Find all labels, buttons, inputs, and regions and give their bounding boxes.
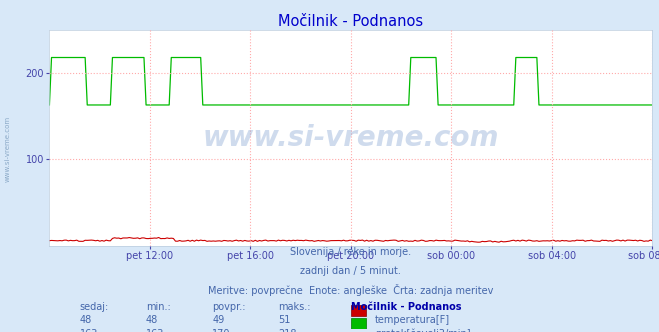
Bar: [351, 318, 366, 329]
Text: Slovenija / reke in morje.: Slovenija / reke in morje.: [291, 247, 411, 257]
Text: 49: 49: [212, 315, 225, 325]
Text: povpr.:: povpr.:: [212, 302, 246, 312]
Title: Močilnik - Podnanos: Močilnik - Podnanos: [278, 14, 424, 29]
Text: 170: 170: [212, 329, 231, 332]
Bar: [351, 305, 366, 316]
Text: 218: 218: [279, 329, 297, 332]
Text: www.si-vreme.com: www.si-vreme.com: [203, 124, 499, 152]
Text: pretok[čevelj3/min]: pretok[čevelj3/min]: [375, 329, 471, 332]
Text: 163: 163: [146, 329, 164, 332]
Text: Močilnik - Podnanos: Močilnik - Podnanos: [351, 302, 461, 312]
Text: min.:: min.:: [146, 302, 171, 312]
Text: Meritve: povprečne  Enote: angleške  Črta: zadnja meritev: Meritve: povprečne Enote: angleške Črta:…: [208, 284, 494, 296]
Text: 51: 51: [279, 315, 291, 325]
Text: 48: 48: [146, 315, 158, 325]
Text: www.si-vreme.com: www.si-vreme.com: [5, 116, 11, 183]
Text: zadnji dan / 5 minut.: zadnji dan / 5 minut.: [301, 266, 401, 276]
Text: 48: 48: [80, 315, 92, 325]
Text: maks.:: maks.:: [279, 302, 311, 312]
Text: 163: 163: [80, 329, 98, 332]
Text: sedaj:: sedaj:: [80, 302, 109, 312]
Text: temperatura[F]: temperatura[F]: [375, 315, 450, 325]
